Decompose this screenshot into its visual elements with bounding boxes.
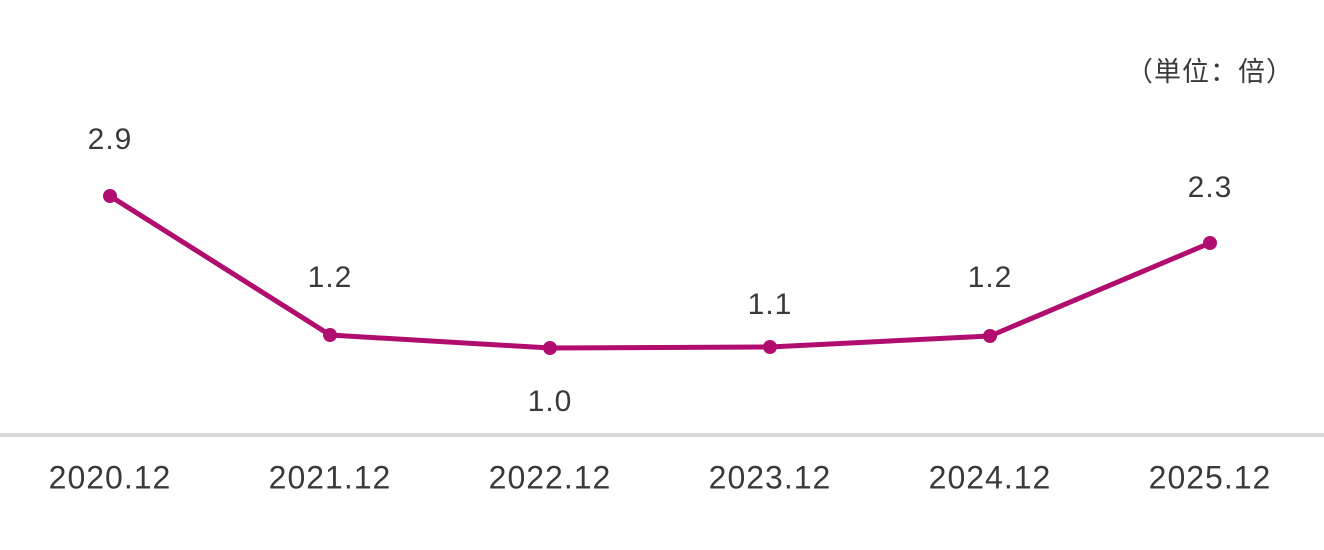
data-point <box>543 341 557 355</box>
data-point-label: 1.1 <box>747 288 793 321</box>
data-point-label: 2.3 <box>1187 171 1233 204</box>
data-points-group <box>103 189 1217 355</box>
data-point-label: 1.2 <box>967 261 1013 294</box>
x-axis-label: 2025.12 <box>1148 459 1272 496</box>
series-line <box>107 193 1213 351</box>
data-point <box>763 340 777 354</box>
unit-label: （単位：倍） <box>1126 57 1294 87</box>
x-axis-label: 2024.12 <box>928 459 1052 496</box>
x-axis-label: 2020.12 <box>48 459 172 496</box>
data-point-label: 1.2 <box>307 261 353 294</box>
x-axis-label: 2021.12 <box>268 459 392 496</box>
data-point <box>323 328 337 342</box>
data-point-label: 2.9 <box>87 123 133 156</box>
x-axis-label: 2022.12 <box>488 459 612 496</box>
x-axis-label: 2023.12 <box>708 459 832 496</box>
data-point <box>103 189 117 203</box>
data-point <box>983 329 997 343</box>
data-point-label: 1.0 <box>527 385 573 418</box>
data-point <box>1203 236 1217 250</box>
